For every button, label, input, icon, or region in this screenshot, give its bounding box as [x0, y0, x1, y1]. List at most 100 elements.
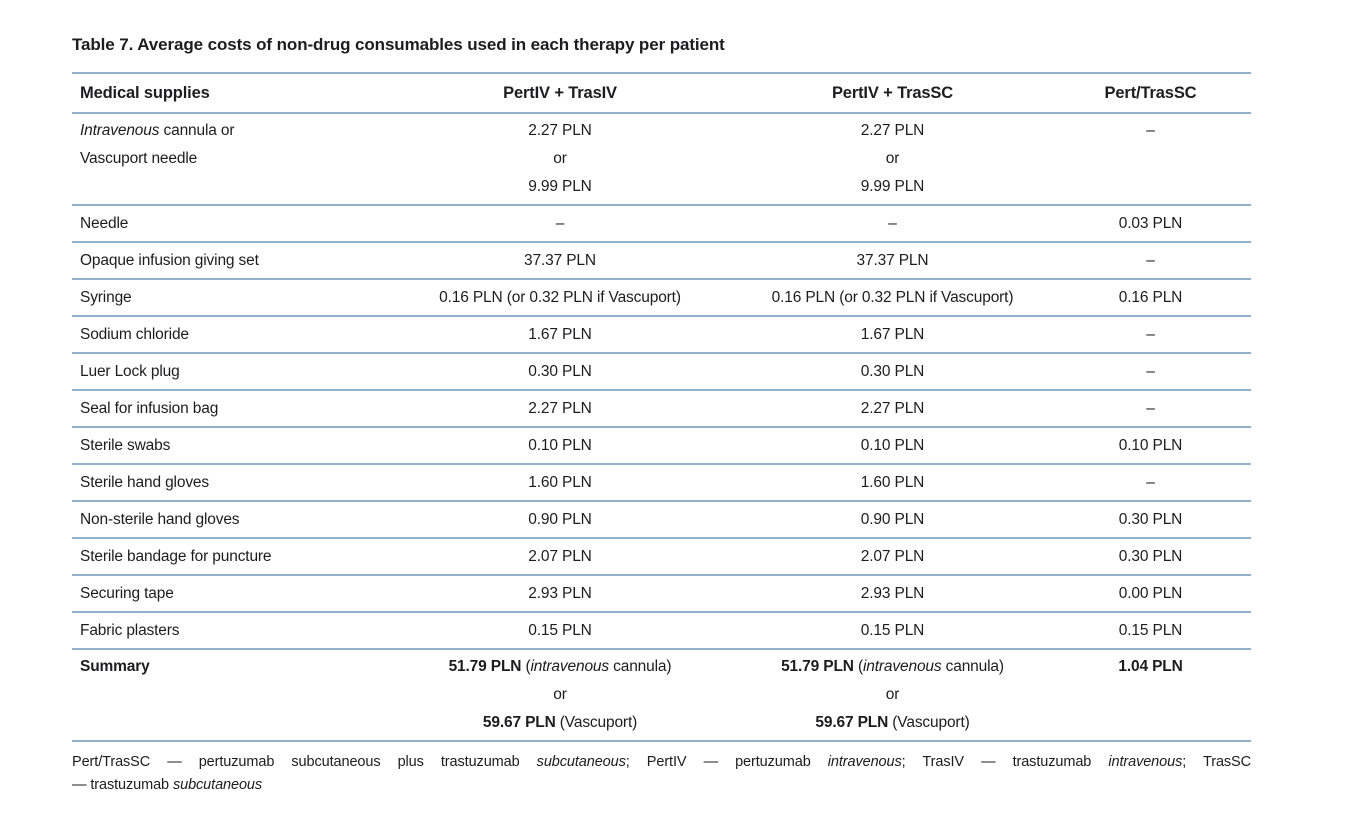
text-segment: 2.93 PLN — [860, 584, 925, 602]
cell-line: 0.10 PLN — [1118, 432, 1183, 460]
table-row: Sodium chloride 1.67 PLN 1.67 PLN – — [72, 317, 1251, 354]
text-segment: 37.37 PLN — [856, 251, 929, 269]
text-segment: 59.67 PLN — [482, 714, 556, 731]
cell-line: 0.30 PLN — [528, 358, 592, 386]
cell-line: 1.67 PLN — [528, 321, 592, 349]
cell-line: 2.27 PLN — [860, 395, 925, 423]
cell-line: 0.30 PLN — [1119, 543, 1183, 571]
cell-line: 2.27 PLN — [528, 117, 592, 145]
text-segment: 2.27 PLN — [528, 399, 592, 417]
text-segment: Luer Lock plug — [80, 362, 180, 380]
cell-line: 59.67 PLN (Vascuport) — [483, 709, 637, 737]
cell-line: 2.27 PLN — [861, 117, 925, 145]
cell-pertiv-trasiv: 2.27 PLN — [385, 391, 735, 426]
cell-pertiv-trasiv: 2.93 PLN — [385, 576, 735, 611]
table-row: Non-sterile hand gloves 0.90 PLN 0.90 PLN 0… — [72, 502, 1251, 539]
cell-pert-trassc: – — [1050, 317, 1251, 352]
cell-line: 2.07 PLN — [528, 543, 592, 571]
text-segment: Needle — [80, 214, 129, 232]
cell-pertiv-trassc: 2.27 PLN or 9.99 PLN — [735, 114, 1050, 204]
cell-line: or — [553, 681, 567, 709]
cell-line: 1.60 PLN — [860, 469, 925, 497]
cell-line: Non-sterile hand gloves — [80, 506, 240, 534]
text-segment: 1.67 PLN — [860, 325, 925, 343]
cell-medical-supplies: Non-sterile hand gloves — [72, 502, 385, 537]
cell-medical-supplies: Opaque infusion giving set — [72, 243, 385, 278]
footnote-line: Pert/TrasSC — pertuzumab subcutaneous pl… — [72, 751, 1251, 774]
table-title: Table 7. Average costs of non-drug consu… — [72, 35, 725, 54]
page: Table 7. Average costs of non-drug consu… — [72, 34, 1251, 797]
cell-pertiv-trasiv: 51.79 PLN (intravenous cannula) or 59.67 P… — [385, 650, 735, 740]
cell-line: – — [1146, 395, 1155, 423]
text-segment: 1.60 PLN — [860, 473, 925, 491]
cell-pertiv-trasiv: 0.15 PLN — [385, 613, 735, 648]
column-header-pertiv-trassc: PertIV + TrasSC — [831, 84, 954, 102]
cell-medical-supplies: Syringe — [72, 280, 385, 315]
cell-medical-supplies: Summary — [72, 650, 385, 740]
cell-line: 0.10 PLN — [861, 432, 925, 460]
cell-line: or — [886, 145, 900, 173]
text-segment: 9.99 PLN — [860, 178, 925, 195]
cell-pertiv-trasiv: 2.07 PLN — [385, 539, 735, 574]
cell-line: Sterile hand gloves — [80, 469, 209, 497]
text-segment: Sodium chloride — [80, 325, 189, 343]
cell-pertiv-trassc: 2.07 PLN — [735, 539, 1050, 574]
text-segment: 51.79 PLN — [448, 658, 522, 675]
text-segment: intravenous — [827, 754, 902, 770]
text-segment: 2.27 PLN — [860, 399, 925, 417]
text-segment: — trastuzumab — [72, 777, 173, 793]
cell-line: – — [1146, 321, 1155, 349]
text-segment: 0.15 PLN — [860, 621, 925, 639]
text-segment: or — [553, 150, 567, 167]
text-segment: subcutaneous — [172, 777, 263, 793]
text-segment: 0.10 PLN — [1118, 436, 1183, 454]
cell-pertiv-trassc: 0.90 PLN — [735, 502, 1050, 537]
cell-line: 0.00 PLN — [1119, 580, 1183, 608]
cell-line: 0.30 PLN — [1119, 506, 1183, 534]
cell-line: 0.16 PLN (or 0.32 PLN if Vascuport) — [439, 284, 681, 312]
table-row: Sterile hand gloves 1.60 PLN 1.60 PLN – — [72, 465, 1251, 502]
cell-line: 51.79 PLN (intravenous cannula) — [449, 653, 672, 681]
text-segment: Non-sterile hand gloves — [80, 510, 240, 528]
cell-pertiv-trassc: 0.10 PLN — [735, 428, 1050, 463]
cell-pertiv-trasiv: 0.30 PLN — [385, 354, 735, 389]
cell-pert-trassc: – — [1050, 114, 1251, 204]
cell-pertiv-trasiv: 2.27 PLN or 9.99 PLN — [385, 114, 735, 204]
text-segment: 0.16 PLN — [1118, 288, 1183, 306]
cell-pertiv-trassc: – — [735, 206, 1050, 241]
text-segment: 0.03 PLN — [1118, 214, 1183, 232]
table-row: Needle – – 0.03 PLN — [72, 206, 1251, 243]
cell-line: 2.27 PLN — [528, 395, 592, 423]
text-segment: Fabric plasters — [80, 621, 180, 639]
text-segment: Syringe — [80, 288, 132, 306]
text-segment: 0.15 PLN — [1118, 621, 1183, 639]
cell-pertiv-trasiv: 1.67 PLN — [385, 317, 735, 352]
text-segment: ( — [853, 658, 863, 675]
cell-pertiv-trassc: 0.15 PLN — [735, 613, 1050, 648]
column-header-pertiv-trasiv: PertIV + TrasIV — [503, 84, 617, 102]
text-segment: Securing tape — [80, 584, 174, 602]
cell-line: Needle — [80, 210, 128, 238]
text-segment: 0.16 PLN (or 0.32 PLN if Vascuport) — [771, 288, 1014, 306]
cell-pertiv-trasiv: 37.37 PLN — [385, 243, 735, 278]
footnote: Pert/TrasSC — pertuzumab subcutaneous pl… — [72, 751, 1251, 797]
text-segment: (Vascuport) — [555, 714, 638, 731]
text-segment: intravenous — [863, 658, 942, 675]
cell-line: Syringe — [80, 284, 132, 312]
text-segment: subcutaneous — [536, 754, 626, 770]
cell-line: 1.60 PLN — [528, 469, 592, 497]
text-segment: or — [885, 686, 900, 703]
cell-line: – — [1146, 117, 1155, 145]
text-segment: Intravenous — [80, 122, 160, 139]
cell-line: 2.93 PLN — [860, 580, 925, 608]
cell-pert-trassc: 0.00 PLN — [1050, 576, 1251, 611]
cell-medical-supplies: Seal for infusion bag — [72, 391, 385, 426]
text-segment: cannula or — [159, 122, 235, 139]
text-segment: 2.93 PLN — [528, 584, 592, 602]
cell-line: Sterile bandage for puncture — [80, 543, 272, 571]
text-segment: ; TrasSC — [1182, 754, 1252, 770]
text-segment: 0.15 PLN — [528, 621, 592, 639]
cell-line: – — [1146, 358, 1155, 386]
cell-line: Vascuport needle — [80, 145, 197, 173]
table-row: Fabric plasters 0.15 PLN 0.15 PLN 0.15 PLN — [72, 613, 1251, 650]
